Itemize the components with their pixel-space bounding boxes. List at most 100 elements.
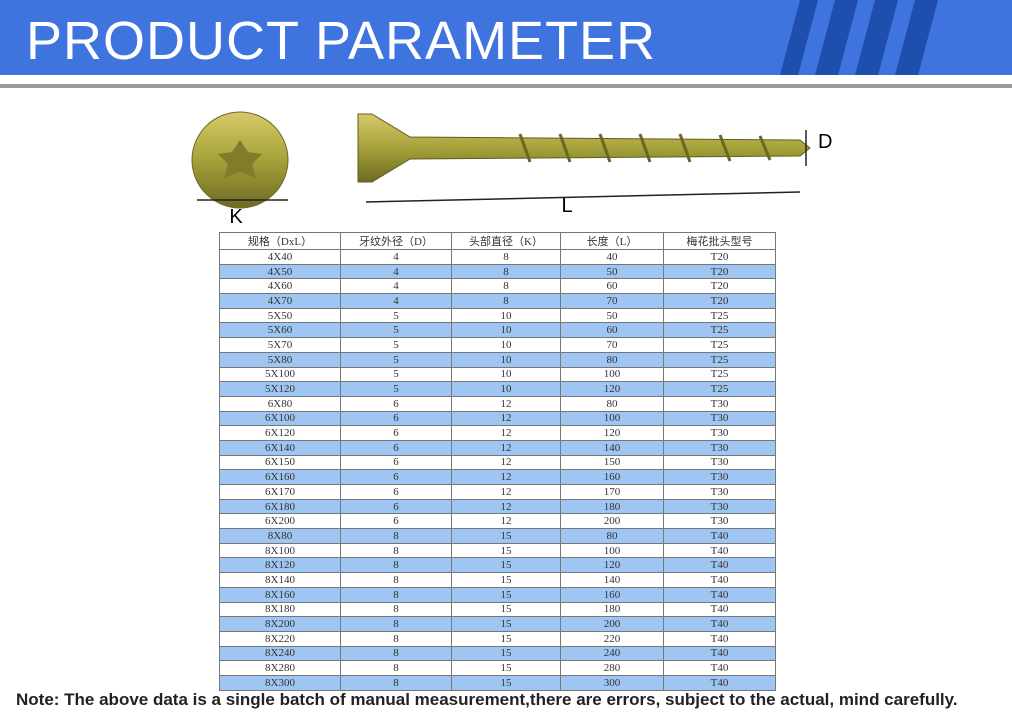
table-cell: T30 xyxy=(663,439,776,456)
table-cell: 6 xyxy=(340,513,452,530)
table-cell: 170 xyxy=(560,484,664,500)
table-cell: T20 xyxy=(663,278,776,295)
table-cell: T40 xyxy=(663,528,776,544)
note: Note: The above data is a single batch o… xyxy=(16,690,958,709)
table-cell: 15 xyxy=(451,572,561,588)
table-cell: T40 xyxy=(663,616,776,632)
table-row: 8X200 8 15 200 T40 xyxy=(219,616,776,632)
table-cell: 4X60 xyxy=(219,278,341,295)
length-label: L xyxy=(561,195,572,217)
column-header: 规格（DxL） xyxy=(219,232,341,250)
table-cell: 6X180 xyxy=(219,498,341,515)
banner: PRODUCT PARAMETER xyxy=(0,0,1012,75)
table-row: 8X300 8 15 300 T40 xyxy=(219,674,776,691)
table-cell: 8 xyxy=(340,630,452,647)
table-cell: 6 xyxy=(340,439,452,456)
table-row: 8X240 8 15 240 T40 xyxy=(219,645,776,662)
table-cell: T25 xyxy=(663,322,776,339)
table-cell: T30 xyxy=(663,469,776,485)
table-cell: T40 xyxy=(663,630,776,647)
table-cell: 5X70 xyxy=(219,337,341,353)
table-row: 8X120 8 15 120 T40 xyxy=(219,557,776,574)
table-cell: T30 xyxy=(663,395,776,412)
table-row: 6X160 6 12 160 T30 xyxy=(219,469,776,485)
table-cell: 8X200 xyxy=(219,616,341,632)
table-cell: T40 xyxy=(663,601,776,618)
table-cell: T20 xyxy=(663,263,776,280)
table-cell: 5X120 xyxy=(219,381,341,397)
table-cell: T30 xyxy=(663,513,776,530)
table-cell: 180 xyxy=(560,498,664,515)
table-cell: 15 xyxy=(451,528,561,544)
table-row: 8X220 8 15 220 T40 xyxy=(219,630,776,647)
table-cell: 140 xyxy=(560,439,664,456)
table-cell: 140 xyxy=(560,572,664,588)
table-cell: 5 xyxy=(340,322,452,339)
table-cell: 15 xyxy=(451,616,561,632)
table-cell: 8 xyxy=(451,263,561,280)
table-cell: 10 xyxy=(451,322,561,339)
table-row: 5X120 5 10 120 T25 xyxy=(219,381,776,397)
table-cell: 4X40 xyxy=(219,249,341,265)
table-cell: 6X150 xyxy=(219,454,341,471)
table-cell: 10 xyxy=(451,381,561,397)
table-row: 8X80 8 15 80 T40 xyxy=(219,528,776,544)
table-cell: 4 xyxy=(340,249,452,265)
table-cell: 240 xyxy=(560,645,664,662)
table-cell: 120 xyxy=(560,557,664,574)
table-cell: 160 xyxy=(560,586,664,603)
table-cell: 80 xyxy=(560,395,664,412)
table-cell: T30 xyxy=(663,410,776,427)
table-cell: 12 xyxy=(451,484,561,500)
column-header: 长度（L） xyxy=(560,232,664,250)
table-cell: T40 xyxy=(663,586,776,603)
table-cell: 4 xyxy=(340,293,452,309)
table-row: 8X100 8 15 100 T40 xyxy=(219,542,776,559)
table-row: 4X40 4 8 40 T20 xyxy=(219,249,776,265)
table-cell: 5 xyxy=(340,351,452,368)
table-cell: T40 xyxy=(663,674,776,691)
table-cell: 10 xyxy=(451,307,561,324)
table-cell: 8X220 xyxy=(219,630,341,647)
table-cell: 12 xyxy=(451,395,561,412)
table-cell: 8X140 xyxy=(219,572,341,588)
table-cell: 150 xyxy=(560,454,664,471)
table-cell: 6 xyxy=(340,410,452,427)
table-cell: T30 xyxy=(663,484,776,500)
table-cell: 180 xyxy=(560,601,664,618)
table-cell: T30 xyxy=(663,454,776,471)
table-cell: 8 xyxy=(340,601,452,618)
table-cell: 8X100 xyxy=(219,542,341,559)
head-label: K xyxy=(229,206,243,227)
table-row: 8X160 8 15 160 T40 xyxy=(219,586,776,603)
table-cell: 8X280 xyxy=(219,660,341,676)
table-cell: T40 xyxy=(663,572,776,588)
table-cell: 4X50 xyxy=(219,263,341,280)
table-cell: 12 xyxy=(451,469,561,485)
table-row: 5X50 5 10 50 T25 xyxy=(219,307,776,324)
table-cell: 200 xyxy=(560,513,664,530)
table-cell: 6 xyxy=(340,454,452,471)
table-cell: 5X50 xyxy=(219,307,341,324)
table-row: 4X50 4 8 50 T20 xyxy=(219,263,776,280)
table-cell: 15 xyxy=(451,557,561,574)
table-cell: 5 xyxy=(340,366,452,383)
table-cell: 8X80 xyxy=(219,528,341,544)
table-cell: 300 xyxy=(560,674,664,691)
table-cell: 8X160 xyxy=(219,586,341,603)
table-cell: T25 xyxy=(663,351,776,368)
divider xyxy=(0,84,1012,88)
table-cell: 6X80 xyxy=(219,395,341,412)
table-cell: 8 xyxy=(340,572,452,588)
table-cell: 8 xyxy=(340,586,452,603)
table-cell: 70 xyxy=(560,337,664,353)
table-row: 6X170 6 12 170 T30 xyxy=(219,484,776,500)
table-cell: 5X60 xyxy=(219,322,341,339)
table-cell: T40 xyxy=(663,645,776,662)
table-cell: 6X170 xyxy=(219,484,341,500)
table-row: 8X280 8 15 280 T40 xyxy=(219,660,776,676)
table-cell: 8 xyxy=(340,645,452,662)
table-cell: 200 xyxy=(560,616,664,632)
table-cell: 60 xyxy=(560,322,664,339)
